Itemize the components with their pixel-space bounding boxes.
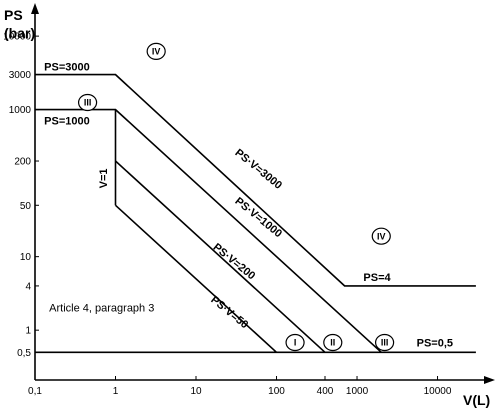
category-label: III — [381, 338, 389, 348]
x-axis-arrow — [484, 376, 495, 384]
category-label: IV — [377, 231, 386, 241]
category-label: IV — [152, 47, 161, 57]
line-label: PS=4 — [363, 272, 391, 284]
line-label: V=1 — [98, 168, 110, 188]
category-circle — [374, 333, 395, 352]
y-tick-label: 3000 — [9, 70, 32, 81]
line-label: PS·V=200 — [211, 241, 258, 282]
category-circle — [323, 333, 343, 352]
category-label: I — [294, 338, 297, 348]
category-circle — [77, 93, 98, 112]
y-tick-label: 10000 — [3, 32, 31, 43]
line-label: PS=0,5 — [417, 337, 453, 349]
boundary-line-ps200 — [114, 160, 326, 353]
x-tick-label: 400 — [317, 386, 334, 397]
y-axis-title: PS — [4, 7, 23, 23]
line-label: PS·V=1000 — [233, 195, 285, 240]
category-circle — [146, 42, 166, 60]
y-axis-arrow — [31, 3, 39, 14]
boundary-line-ps3000 — [35, 73, 476, 287]
y-tick-label: 1000 — [9, 105, 32, 116]
y-tick-label: 10 — [20, 252, 32, 263]
line-label: PS=1000 — [44, 115, 90, 127]
x-tick-label: 10000 — [424, 386, 452, 397]
y-tick-label: 200 — [14, 157, 31, 168]
x-tick-label: 1 — [113, 386, 119, 397]
category-circle — [285, 333, 305, 352]
y-tick-label: 50 — [20, 201, 32, 212]
category-label: III — [84, 98, 92, 108]
x-tick-label: 1000 — [346, 386, 369, 397]
boundary-line-ps50 — [114, 204, 278, 353]
annotation-text: Article 4, paragraph 3 — [49, 302, 154, 314]
line-label: PS·V=3000 — [233, 147, 285, 192]
y-axis-unit: (bar) — [4, 25, 35, 41]
y-tick-label: 1 — [25, 326, 31, 337]
category-circle — [371, 227, 391, 245]
x-tick-label: 100 — [268, 386, 285, 397]
y-tick-label: 0,5 — [17, 348, 31, 359]
x-tick-label: 0,1 — [28, 386, 42, 397]
line-label: PS·V=50 — [208, 294, 250, 331]
category-label: II — [330, 338, 335, 348]
x-axis-title: V(L) — [463, 392, 490, 408]
x-tick-label: 10 — [190, 386, 202, 397]
line-label: PS=3000 — [44, 62, 90, 74]
boundary-line-ps1000 — [35, 108, 382, 353]
y-tick-label: 4 — [25, 281, 31, 292]
